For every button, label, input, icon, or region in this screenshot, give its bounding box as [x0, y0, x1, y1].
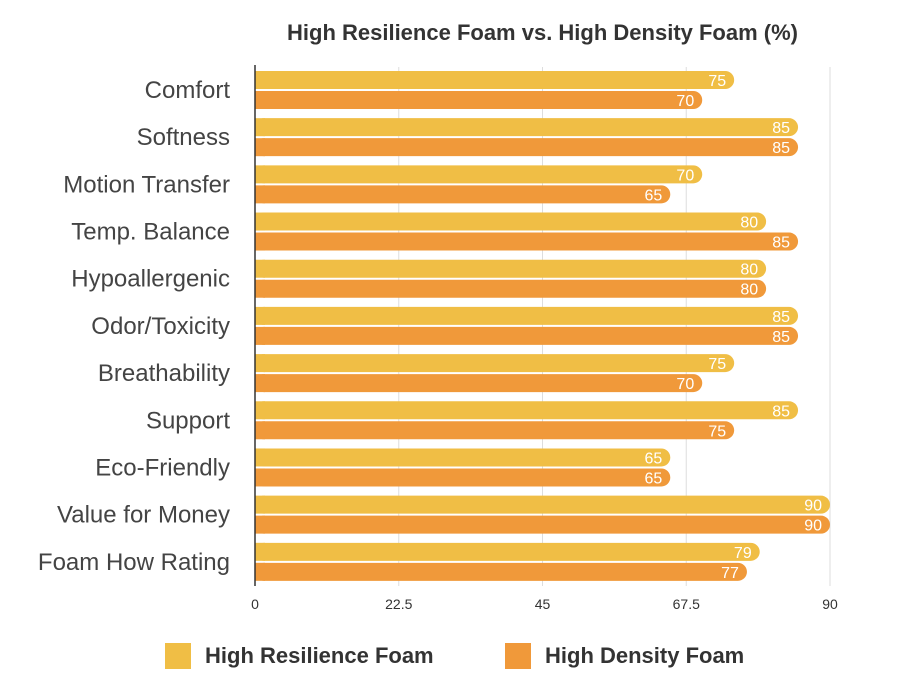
category-label: Value for Money — [57, 502, 230, 529]
bar[interactable] — [255, 232, 799, 251]
bar-left-edge — [255, 232, 265, 251]
bar[interactable] — [255, 354, 735, 373]
bar[interactable] — [255, 448, 671, 467]
bar[interactable] — [255, 374, 703, 393]
bar-left-edge — [255, 562, 265, 581]
bar-left-edge — [255, 326, 265, 345]
bar-left-edge — [255, 306, 265, 325]
bar-left-edge — [255, 71, 265, 89]
data-label: 70 — [676, 376, 694, 393]
data-label: 90 — [804, 498, 822, 515]
category-label: Odor/Toxicity — [91, 313, 230, 340]
data-label: 65 — [644, 187, 662, 204]
legend-label-high-density: High Density Foam — [545, 643, 745, 668]
bar[interactable] — [255, 279, 767, 298]
data-label: 77 — [721, 565, 739, 582]
data-label: 75 — [708, 423, 726, 440]
bar-left-edge — [255, 185, 265, 204]
bar-left-edge — [255, 374, 265, 393]
data-label: 85 — [772, 140, 790, 157]
bar[interactable] — [255, 71, 735, 89]
data-label: 70 — [676, 167, 694, 184]
x-tick-label: 22.5 — [385, 596, 412, 612]
data-label: 65 — [644, 450, 662, 467]
data-label: 85 — [772, 403, 790, 420]
bar[interactable] — [255, 421, 735, 440]
bar-left-edge — [255, 495, 265, 514]
bar-left-edge — [255, 138, 265, 157]
bar[interactable] — [255, 91, 703, 109]
category-label: Comfort — [145, 77, 231, 104]
bar[interactable] — [255, 259, 767, 278]
bar-left-edge — [255, 468, 265, 487]
legend-item-high-density[interactable]: High Density Foam — [505, 643, 744, 669]
category-label: Temp. Balance — [71, 219, 230, 246]
category-label: Foam How Rating — [38, 549, 230, 576]
bar[interactable] — [255, 468, 671, 487]
category-label: Breathability — [98, 360, 230, 387]
data-label: 65 — [644, 470, 662, 487]
legend-label-high-resilience: High Resilience Foam — [205, 643, 434, 668]
legend-swatch-high-density — [505, 643, 531, 669]
x-tick-label: 67.5 — [673, 596, 700, 612]
legend-swatch-high-resilience — [165, 643, 191, 669]
legend-item-high-resilience[interactable]: High Resilience Foam — [165, 643, 434, 669]
bar-left-edge — [255, 118, 265, 137]
bar[interactable] — [255, 138, 799, 157]
data-label: 80 — [740, 262, 758, 279]
data-label: 85 — [772, 120, 790, 137]
bar[interactable] — [255, 562, 747, 581]
bars: 75 70 85 85 70 65 80 85 80 80 85 85 75 70 85 75 65 65 90 90… — [255, 71, 830, 582]
x-tick-label: 45 — [535, 596, 551, 612]
x-tick-label: 90 — [822, 596, 838, 612]
category-label: Eco-Friendly — [95, 454, 230, 481]
bar[interactable] — [255, 326, 799, 345]
category-label: Support — [146, 407, 230, 434]
category-label: Motion Transfer — [63, 171, 230, 198]
data-label: 80 — [740, 282, 758, 299]
category-labels: Comfort Softness Motion Transfer Temp. Bala… — [38, 77, 230, 576]
bar[interactable] — [255, 165, 703, 184]
bar[interactable] — [255, 118, 799, 137]
data-label: 75 — [708, 356, 726, 373]
bar[interactable] — [255, 401, 799, 420]
data-label: 85 — [772, 309, 790, 326]
bar[interactable] — [255, 306, 799, 325]
bar-left-edge — [255, 421, 265, 440]
data-label: 75 — [708, 73, 726, 90]
data-label: 85 — [772, 235, 790, 252]
chart-title: High Resilience Foam vs. High Density Fo… — [287, 20, 798, 45]
bar[interactable] — [255, 542, 760, 561]
x-tick-label: 0 — [251, 596, 259, 612]
data-label: 79 — [734, 545, 752, 562]
data-label: 70 — [676, 93, 694, 110]
bar-left-edge — [255, 401, 265, 420]
bar-left-edge — [255, 354, 265, 373]
data-label: 90 — [804, 518, 822, 535]
bar-left-edge — [255, 542, 265, 561]
data-label: 80 — [740, 215, 758, 232]
bar[interactable] — [255, 212, 767, 231]
bar-left-edge — [255, 259, 265, 278]
bar[interactable] — [255, 515, 830, 534]
category-label: Hypoallergenic — [71, 266, 230, 293]
x-axis-ticks: 0 22.5 45 67.5 90 — [251, 596, 838, 612]
bar-left-edge — [255, 212, 265, 231]
bar[interactable] — [255, 185, 671, 204]
data-label: 85 — [772, 329, 790, 346]
bar-left-edge — [255, 91, 265, 109]
bar-left-edge — [255, 448, 265, 467]
bar-left-edge — [255, 165, 265, 184]
bar-left-edge — [255, 279, 265, 298]
bar-left-edge — [255, 515, 265, 534]
category-label: Softness — [137, 124, 230, 151]
bar[interactable] — [255, 495, 830, 514]
